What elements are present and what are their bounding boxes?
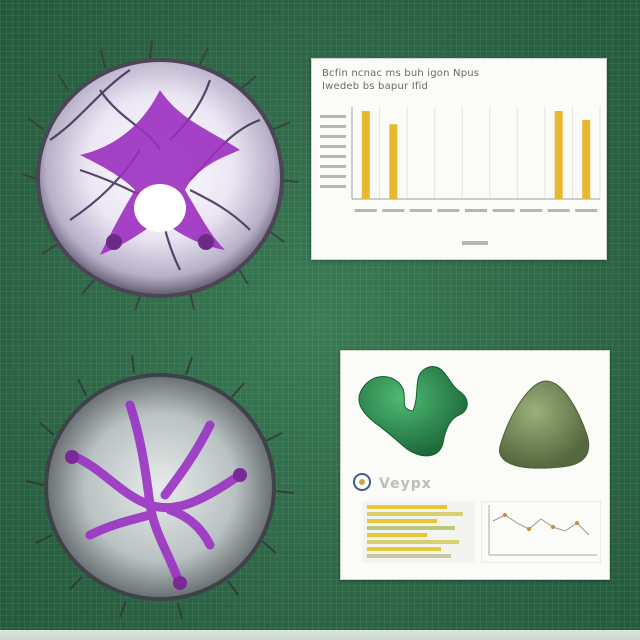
- mini-line-plot: [481, 501, 601, 563]
- chart-bar: [554, 111, 563, 199]
- specimen-caption: Veypx: [379, 476, 432, 492]
- y-axis-tick-labels: [320, 115, 346, 188]
- x-tick-label: [354, 209, 377, 212]
- cell-illustration-bottom: [25, 354, 295, 620]
- x-tick-label: [437, 209, 460, 212]
- green-3d-shape: [358, 366, 468, 457]
- chart-bar: [389, 124, 398, 199]
- cell-membrane: [44, 373, 276, 601]
- mini-horizontal-bar-chart: [363, 501, 475, 563]
- specimen-panel: Veypx: [340, 350, 610, 580]
- purple-cytoplasm: [80, 90, 240, 255]
- x-tick-label: [547, 209, 570, 212]
- x-axis-label: [462, 241, 488, 245]
- chart-bar: [361, 111, 370, 199]
- x-axis-tick-labels: [354, 209, 598, 212]
- chart-bar: [582, 119, 591, 199]
- chart-title-line-2: Iwedeb bs bapur Ifid: [322, 81, 429, 92]
- x-tick-label: [575, 209, 598, 212]
- x-tick-label: [492, 209, 515, 212]
- x-tick-label: [409, 209, 432, 212]
- specimen-shapes: [358, 366, 590, 469]
- cell-illustration-top: [21, 39, 299, 310]
- logo-icon: [353, 473, 371, 491]
- bottom-strip: [0, 630, 640, 640]
- chart-title-line-1: Bcfin ncnac ms buh igon Npus: [322, 68, 480, 79]
- x-tick-label: [382, 209, 405, 212]
- purple-branches: [65, 400, 245, 590]
- moss-stone-shape: [498, 380, 590, 469]
- chart-title: Bcfin ncnac ms buh igon Npus Iwedeb bs b…: [322, 67, 596, 93]
- x-tick-label: [465, 209, 487, 212]
- bar-chart-panel: Bcfin ncnac ms buh igon Npus Iwedeb bs b…: [311, 58, 607, 260]
- bar-chart: [320, 107, 601, 245]
- x-tick-label: [520, 209, 543, 212]
